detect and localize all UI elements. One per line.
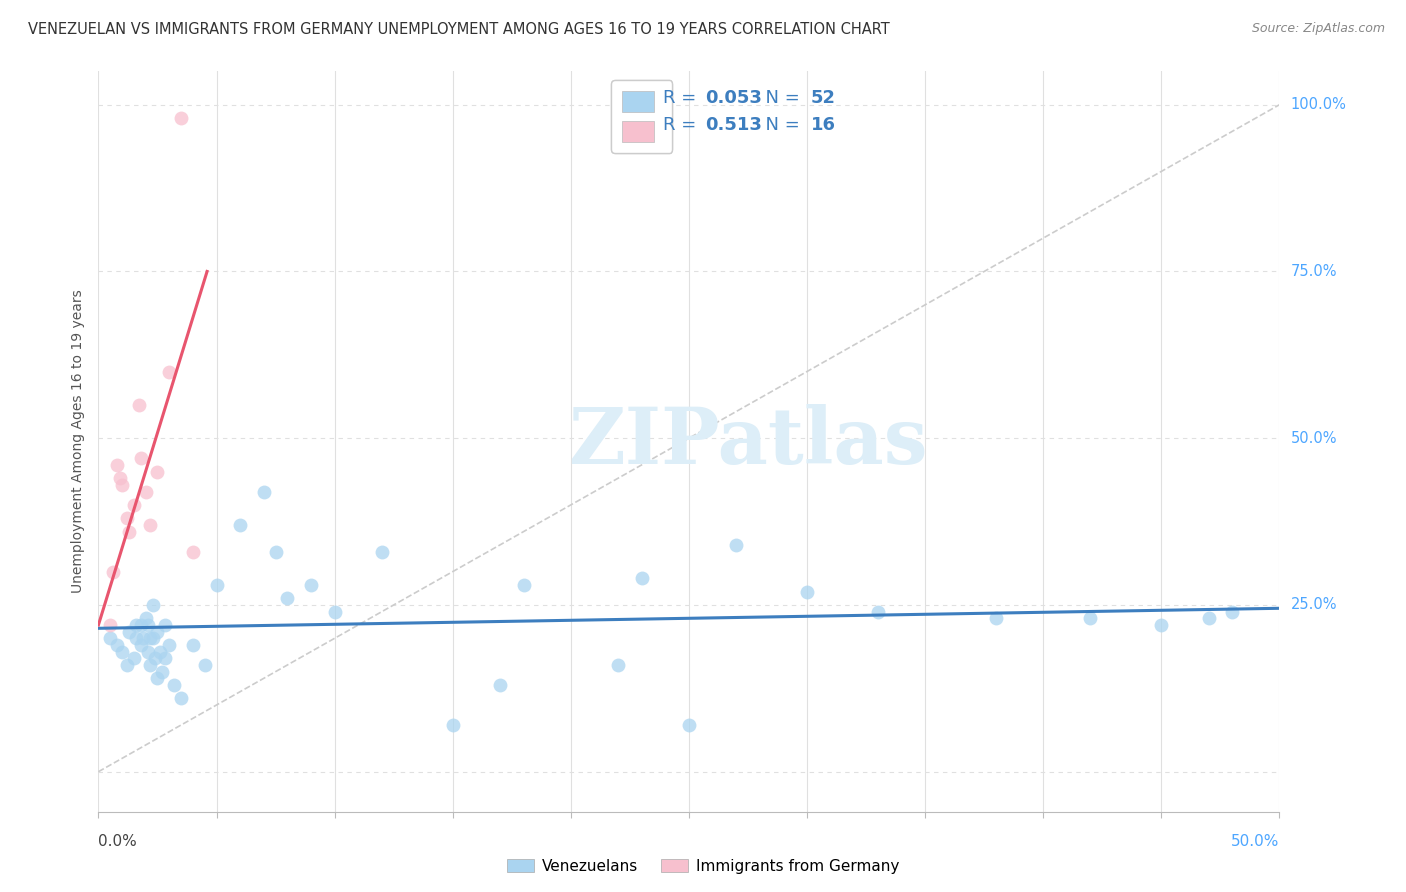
Text: N =: N =: [755, 116, 806, 135]
Point: [108, 471, 131, 485]
Text: R =: R =: [664, 116, 702, 135]
Text: 100.0%: 100.0%: [1291, 97, 1347, 112]
Text: 75.0%: 75.0%: [1291, 264, 1337, 279]
Point: [229, 517, 252, 532]
Point: [115, 657, 138, 672]
Point: [105, 638, 128, 652]
Point: [489, 678, 512, 692]
Point: [170, 111, 193, 125]
Point: [129, 638, 152, 652]
Point: [122, 498, 145, 512]
Point: [253, 484, 276, 499]
Point: [115, 511, 138, 525]
Point: [111, 478, 134, 492]
Text: Source: ZipAtlas.com: Source: ZipAtlas.com: [1251, 22, 1385, 36]
Point: [205, 578, 228, 592]
Point: [1220, 605, 1243, 619]
Text: ZIPatlas: ZIPatlas: [568, 403, 928, 480]
Point: [1150, 618, 1173, 632]
Point: [135, 611, 157, 625]
Text: 0.053: 0.053: [706, 89, 762, 107]
Point: [150, 665, 173, 679]
Point: [678, 718, 700, 732]
Point: [1080, 611, 1102, 625]
Point: [98, 618, 121, 632]
Text: 50.0%: 50.0%: [1291, 431, 1337, 446]
Point: [135, 484, 157, 499]
Text: 25.0%: 25.0%: [1291, 598, 1337, 613]
Point: [276, 591, 298, 606]
Point: [157, 638, 180, 652]
Point: [441, 718, 464, 732]
Point: [163, 678, 186, 692]
Point: [866, 605, 889, 619]
Point: [181, 544, 204, 558]
Text: VENEZUELAN VS IMMIGRANTS FROM GERMANY UNEMPLOYMENT AMONG AGES 16 TO 19 YEARS COR: VENEZUELAN VS IMMIGRANTS FROM GERMANY UN…: [28, 22, 890, 37]
Text: 16: 16: [811, 116, 835, 135]
Point: [607, 657, 630, 672]
Point: [157, 364, 180, 378]
Point: [146, 465, 169, 479]
Text: 52: 52: [811, 89, 835, 107]
Point: [796, 584, 818, 599]
Point: [264, 544, 287, 558]
Point: [153, 618, 176, 632]
Point: [122, 651, 145, 665]
Point: [142, 598, 165, 612]
Point: [129, 618, 152, 632]
Legend: , : ,: [612, 80, 672, 153]
Point: [725, 538, 748, 552]
Text: 0.0%: 0.0%: [98, 834, 138, 849]
Y-axis label: Unemployment Among Ages 16 to 19 years: Unemployment Among Ages 16 to 19 years: [72, 290, 86, 593]
Text: R =: R =: [664, 89, 702, 107]
Point: [170, 691, 193, 706]
Point: [149, 645, 172, 659]
Point: [118, 624, 141, 639]
Point: [139, 632, 162, 646]
Point: [136, 618, 159, 632]
Point: [98, 632, 121, 646]
Point: [194, 657, 217, 672]
Point: [118, 524, 141, 539]
Point: [1198, 611, 1220, 625]
Point: [181, 638, 204, 652]
Point: [299, 578, 322, 592]
Point: [128, 398, 150, 412]
Point: [105, 458, 128, 472]
Point: [371, 544, 394, 558]
Point: [139, 657, 162, 672]
Point: [153, 651, 176, 665]
Text: 0.513: 0.513: [706, 116, 762, 135]
Point: [143, 651, 166, 665]
Point: [111, 645, 134, 659]
Text: N =: N =: [755, 89, 806, 107]
Point: [630, 571, 652, 585]
Point: [132, 632, 155, 646]
Point: [125, 632, 148, 646]
Point: [129, 451, 152, 466]
Point: [146, 671, 169, 685]
Point: [136, 645, 159, 659]
Point: [146, 624, 169, 639]
Text: 50.0%: 50.0%: [1232, 834, 1279, 849]
Point: [984, 611, 1007, 625]
Point: [142, 632, 165, 646]
Legend: Venezuelans, Immigrants from Germany: Venezuelans, Immigrants from Germany: [501, 853, 905, 880]
Point: [323, 605, 346, 619]
Point: [139, 517, 162, 532]
Point: [512, 578, 534, 592]
Point: [125, 618, 148, 632]
Point: [101, 565, 124, 579]
